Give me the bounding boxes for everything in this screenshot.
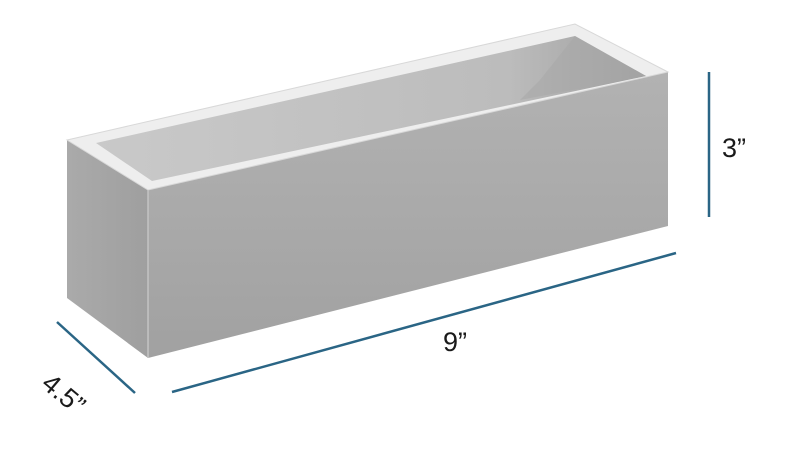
- box-front-face: [148, 72, 668, 358]
- box-inner-cavity: [96, 36, 646, 181]
- length-label: 9”: [443, 327, 467, 357]
- height-label: 3”: [722, 133, 746, 163]
- box-end-face: [67, 140, 148, 358]
- planter-box: [65, 23, 670, 358]
- length-dimension-line: [171, 251, 677, 394]
- dimension-lines: [56, 72, 711, 394]
- width-dimension-line: [56, 321, 136, 394]
- box-inner-corner: [520, 36, 646, 100]
- width-label: 4.5”: [36, 368, 91, 421]
